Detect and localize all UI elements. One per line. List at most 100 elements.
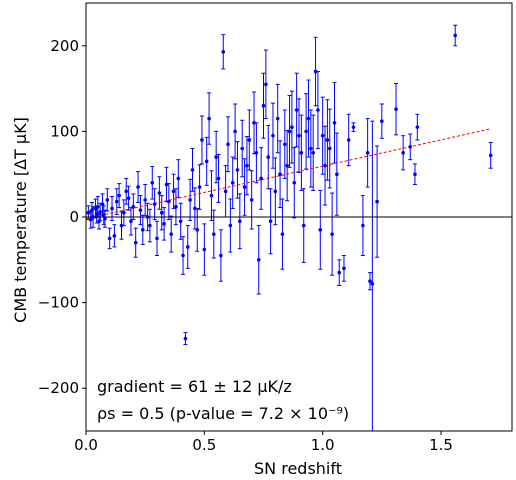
x-ticks: 0.0 0.5 1.0 1.5	[74, 431, 453, 454]
y-tick-label: 200	[50, 37, 79, 55]
data-point	[370, 281, 375, 286]
data-point	[188, 198, 192, 202]
data-point	[176, 176, 181, 181]
data-point	[91, 215, 95, 219]
data-point	[342, 266, 346, 271]
data-point	[365, 151, 370, 155]
data-point	[155, 236, 159, 241]
data-point	[375, 199, 379, 204]
x-tick-label: 1.0	[311, 436, 335, 454]
data-point	[235, 168, 240, 172]
data-point	[351, 125, 356, 129]
data-point	[150, 180, 155, 185]
data-point	[230, 180, 235, 185]
data-point	[103, 216, 107, 221]
data-point	[266, 155, 271, 159]
y-tick-label: 100	[50, 122, 79, 140]
data-point	[129, 219, 133, 224]
data-point	[204, 159, 209, 164]
data-point	[148, 223, 152, 228]
data-point	[162, 222, 166, 226]
data-point	[216, 176, 221, 181]
data-point	[228, 223, 233, 228]
annotation-gradient: gradient = 61 ± 12 μK/z	[97, 377, 292, 396]
data-point	[164, 182, 169, 187]
data-point	[380, 119, 384, 123]
data-point	[171, 189, 176, 194]
data-point	[275, 116, 280, 121]
errorbar-layer	[86, 24, 493, 431]
data-point	[337, 270, 342, 275]
data-point	[327, 146, 332, 151]
data-point	[178, 219, 183, 224]
y-tick-label: −100	[38, 294, 79, 312]
annotation-spearman: ρs = 0.5 (p-value = 7.2 × 10⁻⁹)	[97, 404, 349, 423]
data-point	[301, 223, 306, 228]
data-point	[202, 247, 207, 252]
data-point	[124, 189, 129, 194]
data-point	[401, 151, 405, 155]
data-point	[240, 146, 244, 151]
data-point	[330, 232, 334, 236]
data-point	[271, 133, 275, 138]
data-point	[105, 198, 110, 202]
data-point	[190, 168, 195, 172]
data-point	[100, 202, 105, 206]
data-point	[133, 240, 138, 245]
y-tick-label: −200	[38, 379, 79, 397]
x-tick-label: 1.5	[429, 436, 453, 454]
data-point	[313, 69, 318, 74]
data-point	[415, 125, 420, 129]
data-point	[268, 219, 273, 224]
data-point	[335, 172, 339, 176]
data-point	[453, 33, 458, 38]
point-layer	[86, 33, 493, 341]
data-point	[273, 189, 278, 194]
data-point	[264, 82, 268, 87]
data-point	[183, 336, 188, 341]
data-point	[94, 212, 99, 217]
data-point	[394, 107, 398, 111]
data-point	[167, 199, 171, 204]
data-point	[346, 138, 351, 142]
data-point	[119, 223, 124, 228]
data-point	[408, 145, 413, 149]
data-point	[97, 219, 101, 224]
data-point	[306, 116, 311, 121]
data-point	[252, 121, 256, 125]
data-point	[320, 133, 325, 138]
x-axis-label: SN redshift	[254, 459, 342, 478]
data-point	[141, 228, 145, 232]
data-point	[368, 279, 372, 284]
data-point	[212, 232, 216, 236]
data-point	[143, 198, 147, 202]
data-point	[112, 234, 117, 238]
data-point	[207, 116, 211, 121]
data-point	[98, 210, 102, 214]
data-point	[242, 185, 247, 189]
y-ticks: −200 −100 0 100 200	[38, 37, 86, 397]
data-point	[226, 142, 230, 147]
data-point	[413, 172, 417, 176]
data-point	[195, 228, 200, 232]
y-axis-label: CMB temperature [ΔT μK]	[11, 117, 30, 323]
data-point	[185, 245, 190, 249]
data-point	[101, 213, 106, 218]
data-point	[292, 180, 297, 185]
data-point	[287, 129, 292, 134]
data-point	[325, 138, 330, 142]
data-point	[88, 217, 93, 222]
data-point	[96, 204, 100, 209]
data-point	[249, 198, 254, 202]
data-point	[332, 121, 337, 125]
data-point	[297, 133, 301, 138]
data-point	[138, 208, 143, 212]
data-point	[247, 138, 252, 142]
data-point	[318, 228, 323, 232]
data-point	[309, 146, 313, 151]
data-point	[126, 196, 131, 200]
data-point	[278, 172, 282, 176]
data-point	[159, 210, 164, 215]
data-point	[122, 210, 126, 215]
